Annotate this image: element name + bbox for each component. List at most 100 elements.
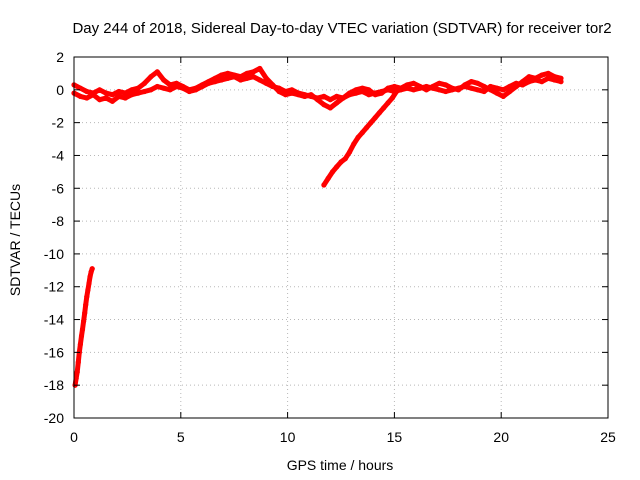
data-point <box>340 95 346 101</box>
data-point <box>500 87 506 93</box>
data-point <box>263 75 269 81</box>
data-point <box>513 83 519 90</box>
data-point <box>342 156 348 162</box>
x-axis-label: GPS time / hours <box>287 457 394 473</box>
data-point <box>161 77 167 83</box>
plot-area-border <box>73 56 609 419</box>
y-tick-label: -18 <box>44 377 64 393</box>
y-tick-label: 2 <box>56 49 64 65</box>
data-point <box>359 85 365 91</box>
data-point <box>116 88 122 95</box>
data-point <box>97 87 103 93</box>
data-point <box>520 79 526 85</box>
data-point <box>86 280 92 286</box>
data-point <box>73 376 79 382</box>
data-point <box>257 65 263 72</box>
data-point <box>282 92 289 98</box>
data-point <box>314 97 321 103</box>
data-point <box>257 77 263 83</box>
y-tick-label: -2 <box>52 115 65 131</box>
data-point <box>321 182 327 188</box>
data-point <box>327 97 333 103</box>
data-point <box>385 85 391 91</box>
data-point <box>379 90 385 96</box>
data-point <box>103 95 109 101</box>
data-point <box>355 134 361 140</box>
data-point <box>148 87 154 93</box>
data-point <box>532 75 539 81</box>
data-point <box>193 85 199 91</box>
data-point <box>206 79 212 85</box>
data-point <box>500 93 506 99</box>
y-tick-label: -6 <box>52 180 65 196</box>
data-point <box>391 88 397 95</box>
data-point <box>423 87 429 93</box>
x-tick-label: 15 <box>387 429 403 445</box>
data-point <box>325 175 331 181</box>
data-point <box>85 287 91 293</box>
data-point <box>154 83 160 90</box>
data-point <box>481 83 487 90</box>
data-point <box>148 74 154 80</box>
data-series <box>71 65 564 388</box>
data-point <box>167 87 173 93</box>
data-point <box>122 95 128 101</box>
data-point <box>244 70 250 76</box>
data-point <box>79 326 86 332</box>
data-point <box>84 88 90 95</box>
data-point <box>74 369 80 375</box>
data-point <box>449 85 455 91</box>
data-point <box>250 69 256 75</box>
data-point <box>218 72 224 78</box>
data-point <box>381 105 387 111</box>
data-point <box>270 82 276 88</box>
data-point <box>334 93 340 99</box>
data-point <box>351 141 357 147</box>
data-point <box>545 70 551 76</box>
data-point <box>295 92 301 98</box>
data-point <box>218 77 224 83</box>
data-point <box>494 90 500 96</box>
x-tick-label: 10 <box>280 429 296 445</box>
x-tick-label: 25 <box>600 429 616 445</box>
data-point <box>475 80 481 86</box>
y-axis-label: SDTVAR / TECUs <box>7 184 23 296</box>
data-point <box>90 90 96 96</box>
data-point <box>83 302 89 308</box>
data-point <box>109 98 115 104</box>
data-point <box>329 169 336 175</box>
data-point <box>84 294 90 300</box>
data-point <box>212 75 218 81</box>
x-tick-label: 5 <box>177 429 185 445</box>
data-point <box>186 87 192 93</box>
data-point <box>81 318 87 324</box>
data-point <box>122 90 128 96</box>
data-point <box>475 87 481 93</box>
data-point <box>129 87 135 93</box>
data-point <box>244 75 250 81</box>
data-point <box>199 82 205 88</box>
data-point <box>338 159 344 165</box>
data-point <box>368 120 374 126</box>
data-point <box>334 164 340 170</box>
x-tick-label: 20 <box>493 429 509 445</box>
data-point <box>75 359 81 365</box>
data-point <box>366 87 372 93</box>
data-point <box>116 93 122 99</box>
data-point <box>494 85 500 91</box>
y-tick-label: -10 <box>44 246 64 262</box>
data-point <box>443 82 449 88</box>
data-point <box>539 72 545 78</box>
data-point <box>346 90 353 96</box>
data-point <box>225 75 231 81</box>
data-point <box>436 87 442 93</box>
y-tick-label: -16 <box>44 344 64 360</box>
data-point <box>391 83 397 90</box>
chart-title: Day 244 of 2018, Sidereal Day-to-day VTE… <box>72 20 611 37</box>
data-point <box>558 75 564 81</box>
data-point <box>173 80 180 86</box>
data-point <box>455 87 462 93</box>
data-point <box>167 82 173 88</box>
data-point <box>129 92 135 98</box>
